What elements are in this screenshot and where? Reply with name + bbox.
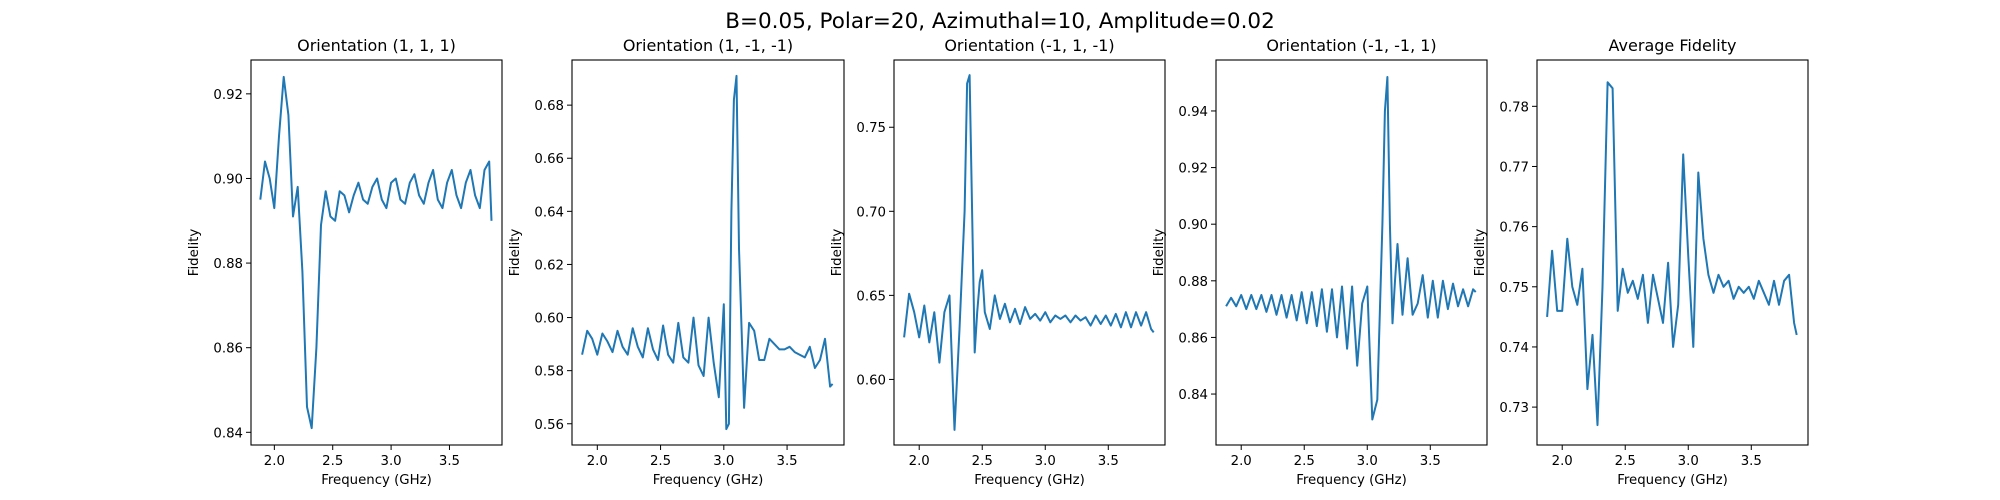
y-tick-label: 0.94 — [1178, 105, 1208, 120]
x-tick-label: 3.5 — [1741, 454, 1762, 469]
subplot-3: 2.0 2.5 3.0 3.5 0.60 0.65 0.70 0.75 Orientation … — [830, 36, 1166, 488]
y-tick-label: 0.74 — [1499, 341, 1529, 356]
subplot-title: Average Fidelity — [1609, 36, 1737, 55]
y-tick-label: 0.92 — [1178, 162, 1208, 177]
subplot-title: Orientation (1, 1, 1) — [297, 36, 456, 55]
x-tick-label: 3.0 — [1035, 454, 1056, 469]
y-tick-label: 0.62 — [534, 258, 564, 273]
y-tick-label: 0.75 — [1499, 281, 1529, 296]
x-tick-label: 3.5 — [1420, 454, 1441, 469]
y-tick-label: 0.70 — [856, 205, 886, 220]
subplot-title: Orientation (-1, 1, -1) — [944, 36, 1114, 55]
x-tick-label: 2.0 — [264, 454, 285, 469]
y-tick-label: 0.56 — [534, 418, 564, 433]
axes-frame — [893, 59, 1166, 446]
subplot-title: Orientation (1, -1, -1) — [623, 36, 793, 55]
y-axis-label: Fidelity — [508, 229, 523, 277]
axes-frame — [571, 59, 845, 446]
y-tick-label: 0.90 — [1178, 218, 1208, 233]
y-tick-label: 0.60 — [534, 312, 564, 327]
y-tick-label: 0.88 — [213, 257, 243, 272]
x-tick-label: 2.0 — [1552, 454, 1573, 469]
y-tick-label: 0.90 — [213, 172, 243, 187]
y-tick-label: 0.92 — [213, 88, 243, 103]
series-line — [903, 74, 1155, 431]
x-tick-label: 2.5 — [972, 454, 993, 469]
axes-frame — [250, 59, 503, 446]
subplot-2: 2.0 2.5 3.0 3.5 0.56 0.58 0.60 0.62 0.64 0.66 0.68… — [508, 36, 845, 488]
x-tick-label: 2.5 — [650, 454, 671, 469]
axes-frame — [1536, 59, 1809, 446]
x-axis-label: Frequency (GHz) — [974, 473, 1085, 488]
y-tick-label: 0.66 — [534, 152, 564, 167]
series-line — [259, 75, 493, 430]
x-tick-label: 3.5 — [439, 454, 460, 469]
x-tick-label: 2.5 — [322, 454, 343, 469]
y-tick-label: 0.86 — [1178, 331, 1208, 346]
subplot-title: Orientation (-1, -1, 1) — [1266, 36, 1436, 55]
y-axis-label: Fidelity — [187, 229, 202, 277]
x-tick-label: 2.5 — [1294, 454, 1315, 469]
y-tick-label: 0.76 — [1499, 221, 1529, 236]
y-axis-label: Fidelity — [1473, 229, 1488, 277]
series-line — [1225, 76, 1477, 421]
x-tick-label: 3.5 — [776, 454, 797, 469]
y-tick-label: 0.65 — [856, 289, 886, 304]
x-axis-label: Frequency (GHz) — [1617, 473, 1728, 488]
x-tick-label: 3.0 — [713, 454, 734, 469]
subplot-5: 2.0 2.5 3.0 3.5 0.73 0.74 0.75 0.76 0.77 0.78 Aver… — [1473, 36, 1809, 488]
x-tick-label: 3.0 — [381, 454, 402, 469]
x-axis-label: Frequency (GHz) — [653, 473, 764, 488]
y-tick-label: 0.60 — [856, 373, 886, 388]
series-line — [1546, 81, 1798, 427]
y-tick-label: 0.78 — [1499, 100, 1529, 115]
y-tick-label: 0.84 — [1178, 388, 1208, 403]
x-tick-label: 2.0 — [587, 454, 608, 469]
y-tick-label: 0.84 — [213, 426, 243, 441]
y-axis-label: Fidelity — [830, 229, 845, 277]
y-tick-label: 0.88 — [1178, 275, 1208, 290]
y-axis-label: Fidelity — [1152, 229, 1167, 277]
y-tick-label: 0.77 — [1499, 160, 1529, 175]
x-tick-label: 2.0 — [909, 454, 930, 469]
y-tick-label: 0.64 — [534, 205, 564, 220]
x-tick-label: 2.0 — [1231, 454, 1252, 469]
series-line — [581, 74, 834, 431]
y-tick-label: 0.58 — [534, 365, 564, 380]
figure-suptitle: B=0.05, Polar=20, Azimuthal=10, Amplitud… — [725, 9, 1275, 34]
x-tick-label: 3.5 — [1098, 454, 1119, 469]
subplot-4: 2.0 2.5 3.0 3.5 0.84 0.86 0.88 0.90 0.92 0.94 Orie… — [1152, 36, 1488, 488]
y-tick-label: 0.68 — [534, 99, 564, 114]
y-tick-label: 0.73 — [1499, 401, 1529, 416]
x-tick-label: 3.0 — [1357, 454, 1378, 469]
x-axis-label: Frequency (GHz) — [321, 473, 432, 488]
x-axis-label: Frequency (GHz) — [1296, 473, 1407, 488]
axes-frame — [1215, 59, 1488, 446]
subplot-1: 2.0 2.5 3.0 3.5 0.84 0.86 0.88 0.90 0.92 Orientat… — [187, 36, 503, 488]
x-tick-label: 3.0 — [1678, 454, 1699, 469]
y-tick-label: 0.86 — [213, 342, 243, 357]
x-tick-label: 2.5 — [1615, 454, 1636, 469]
y-tick-label: 0.75 — [856, 121, 886, 136]
